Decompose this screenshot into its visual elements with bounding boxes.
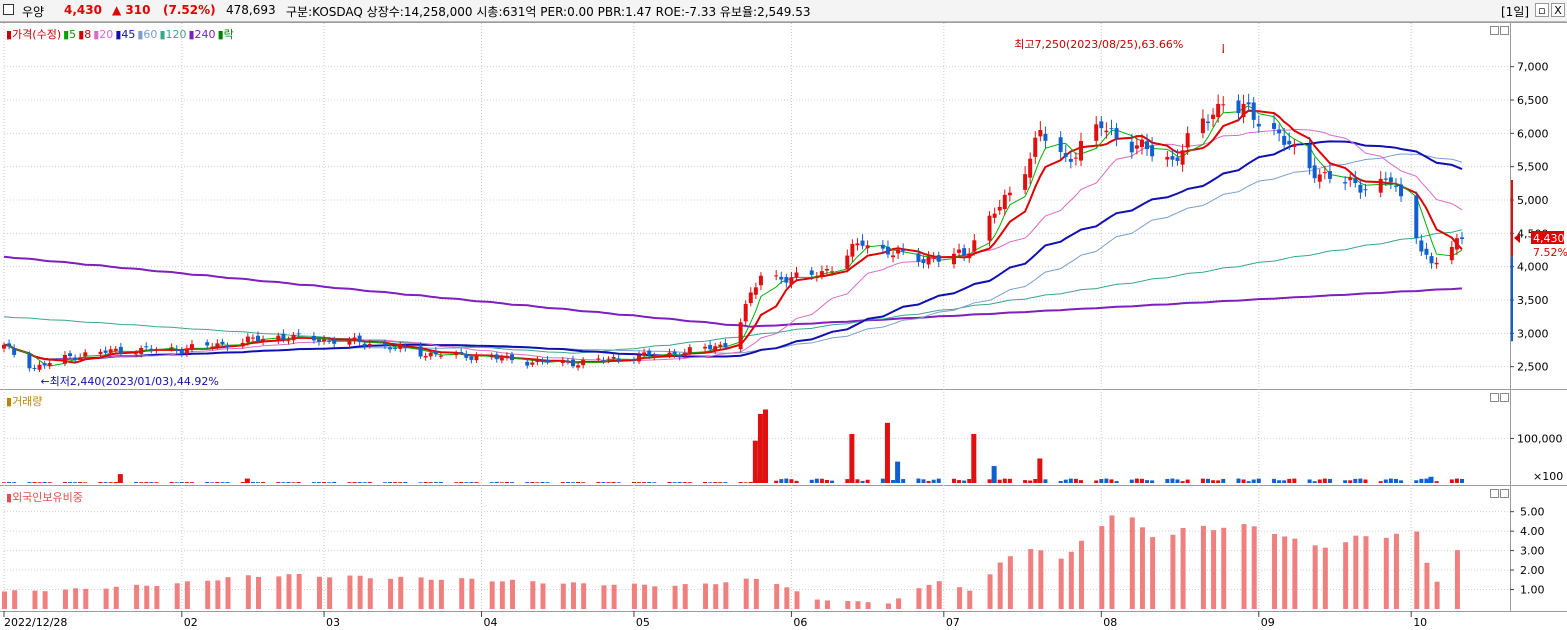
panel-minimize-icon[interactable]	[1490, 393, 1499, 402]
volume-y-axis	[1510, 389, 1567, 485]
stock-info: 구분:KOSDAQ 상장수:14,258,000 시총:631억 PER:0.0…	[286, 5, 811, 19]
panel-minimize-icon[interactable]	[1490, 489, 1499, 498]
period-selector[interactable]: [1일]	[1501, 5, 1530, 19]
panel-minimize-icon[interactable]	[1490, 26, 1499, 35]
stock-name: 우양	[22, 5, 45, 19]
legend-item-6: ▮120	[159, 28, 187, 41]
legend-item-2: ▮8	[78, 28, 92, 41]
current-price: 4,430	[64, 3, 102, 17]
price-y-axis	[1510, 22, 1567, 389]
select-checkbox[interactable]	[3, 4, 14, 15]
legend-item-7: ▮240	[188, 28, 216, 41]
price-change: ▲ 310	[112, 3, 151, 17]
legend-item-8: ▮락	[217, 28, 234, 41]
panel-close-icon[interactable]	[1500, 393, 1509, 402]
price-legend: ▮가격(수정) ▮5 ▮8 ▮20 ▮45 ▮60 ▮120 ▮240 ▮락	[6, 26, 236, 42]
price-chart-panel[interactable]: ▮가격(수정) ▮5 ▮8 ▮20 ▮45 ▮60 ▮120 ▮240 ▮락	[0, 22, 1510, 389]
stock-header-bar: 우양 4,430 ▲ 310 (7.52%) 478,693 구분:KOSDAQ…	[0, 0, 1567, 22]
x-axis	[0, 611, 1567, 630]
period-dropdown-icon[interactable]: ▫	[1535, 3, 1549, 17]
volume-legend: ▮거래량	[6, 395, 43, 408]
foreign-ratio-legend: ▮외국인보유비중	[6, 491, 83, 504]
panel-close-icon[interactable]	[1500, 489, 1509, 498]
legend-item-4: ▮45	[115, 28, 136, 41]
volume-chart-panel[interactable]: ▮거래량	[0, 389, 1510, 485]
trade-volume: 478,693	[226, 3, 276, 17]
legend-item-1: ▮5	[63, 28, 77, 41]
legend-item-3: ▮20	[93, 28, 114, 41]
price-change-percent: (7.52%)	[163, 3, 216, 17]
close-icon[interactable]: X	[1551, 3, 1565, 17]
foreign-ratio-y-axis	[1510, 485, 1567, 611]
panel-close-icon[interactable]	[1500, 26, 1509, 35]
legend-item-5: ▮60	[137, 28, 158, 41]
legend-item-0: ▮가격(수정)	[6, 28, 62, 41]
foreign-ratio-chart-panel[interactable]: ▮외국인보유비중	[0, 485, 1510, 611]
